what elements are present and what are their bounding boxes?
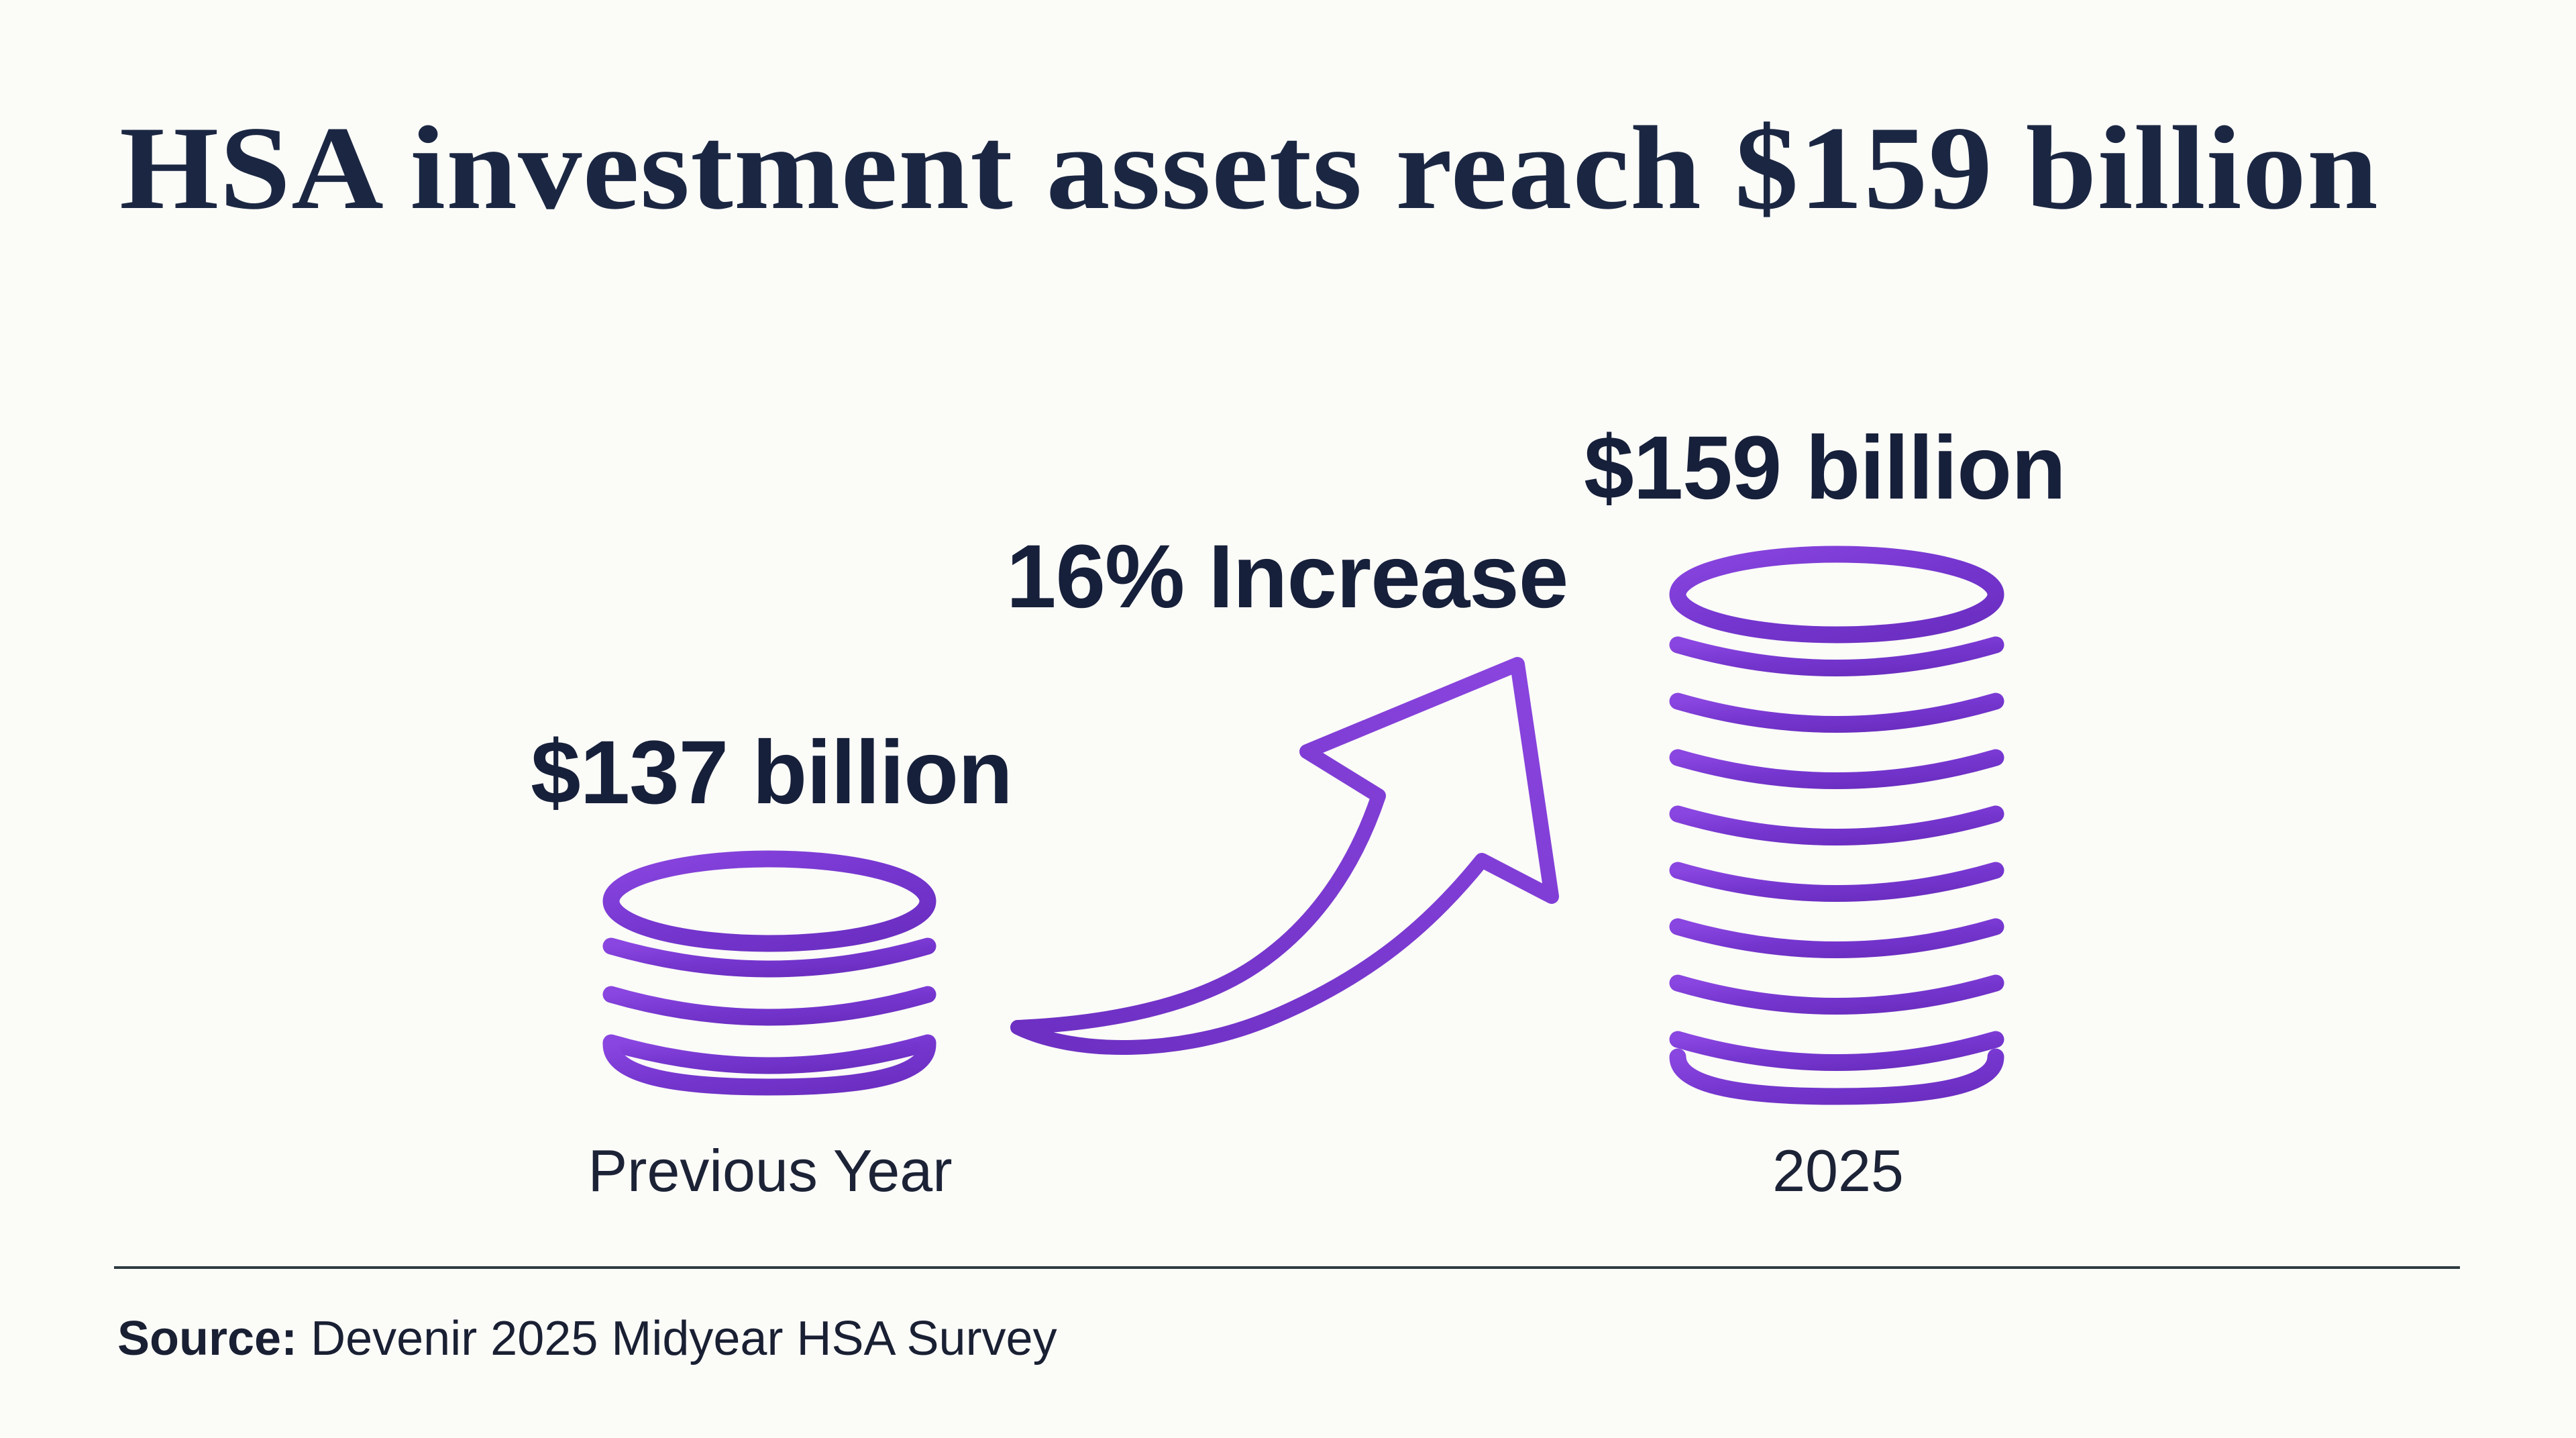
curved-up-arrow-icon xyxy=(1010,657,1559,1056)
page-title: HSA investment assets reach $159 billion xyxy=(119,101,2379,235)
coin-stack-icon xyxy=(602,850,936,1096)
increase-label: 16% Increase xyxy=(1006,527,1568,627)
source-text: Devenir 2025 Midyear HSA Survey xyxy=(297,1312,1057,1366)
coin-stack-icon-large xyxy=(1669,546,2004,1105)
source-note: Source: Devenir 2025 Midyear HSA Survey xyxy=(117,1308,1057,1369)
previous-year-caption: Previous Year xyxy=(588,1137,953,1204)
source-key: Source: xyxy=(117,1312,298,1366)
current-value-label: $159 billion xyxy=(1584,418,2066,518)
footer-divider xyxy=(114,1266,2460,1269)
current-year-caption: 2025 xyxy=(1772,1137,1904,1204)
page-title-text: HSA investment assets reach $159 billion xyxy=(119,101,2379,234)
previous-value-label: $137 billion xyxy=(531,723,1013,823)
